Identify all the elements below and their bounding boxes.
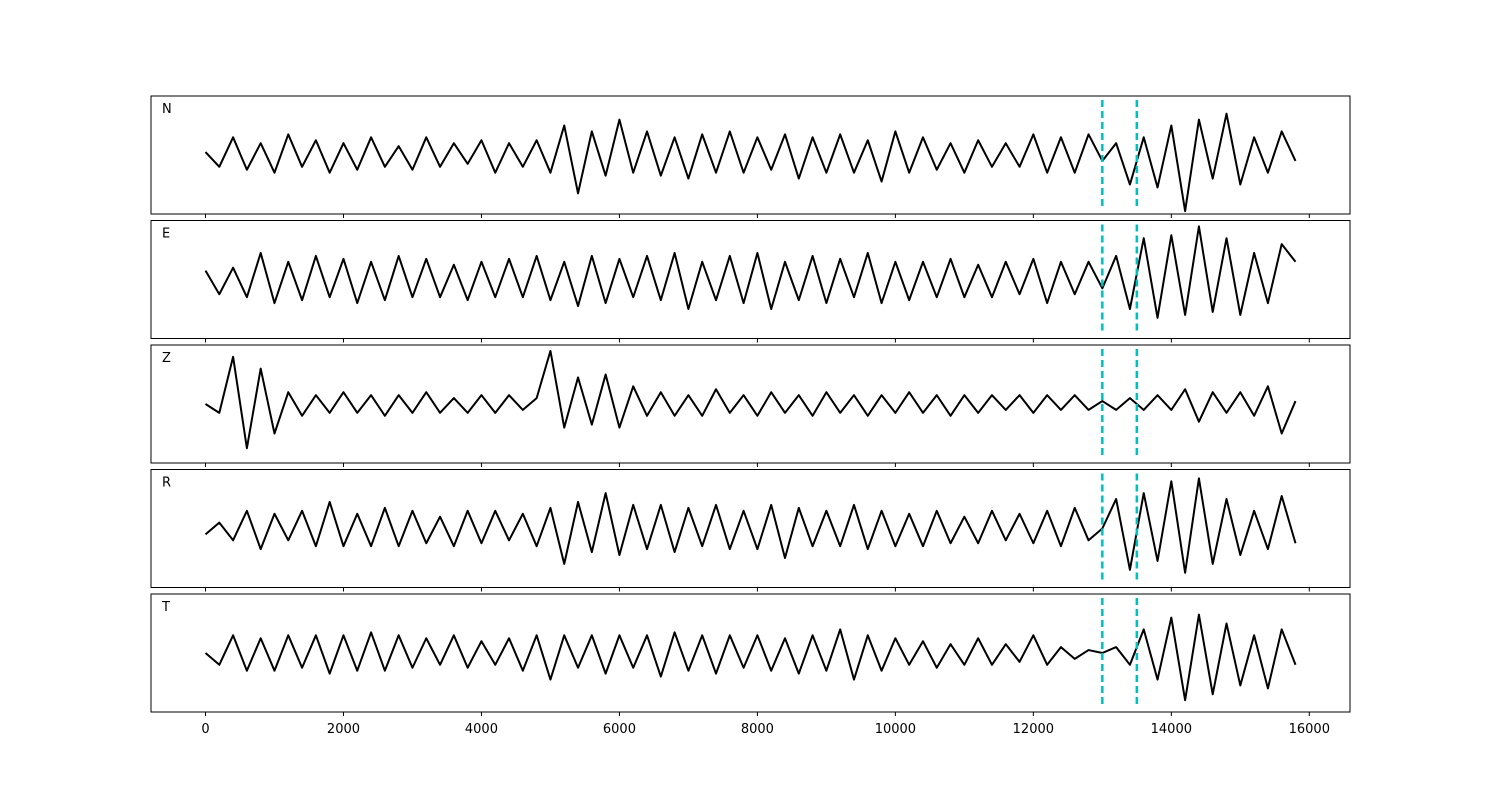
trace [204, 349, 1297, 450]
trace [204, 477, 1297, 574]
x-tick-label: 14000 [1151, 722, 1192, 737]
x-tick-label: 8000 [741, 722, 774, 737]
x-tick-label: 4000 [465, 722, 498, 737]
panel-label: N [162, 102, 172, 117]
panel-frame [150, 469, 1351, 588]
x-tick-label: 10000 [875, 722, 916, 737]
panel-label: R [162, 476, 171, 491]
panel-frame [150, 344, 1351, 464]
panel-label: T [161, 600, 170, 615]
x-tick-label: 2000 [327, 722, 360, 737]
trace [204, 613, 1297, 702]
trace [204, 112, 1297, 213]
panel-label: E [162, 227, 170, 242]
panel-frame [150, 95, 1351, 215]
x-tick-label: 6000 [603, 722, 636, 737]
trace [204, 225, 1297, 319]
panel-frame [150, 593, 1351, 713]
x-tick-label: 12000 [1013, 722, 1054, 737]
panel-label: Z [162, 351, 171, 366]
x-tick-label: 16000 [1289, 722, 1330, 737]
panel-frame [150, 220, 1351, 339]
x-tick-label: 0 [201, 722, 209, 737]
